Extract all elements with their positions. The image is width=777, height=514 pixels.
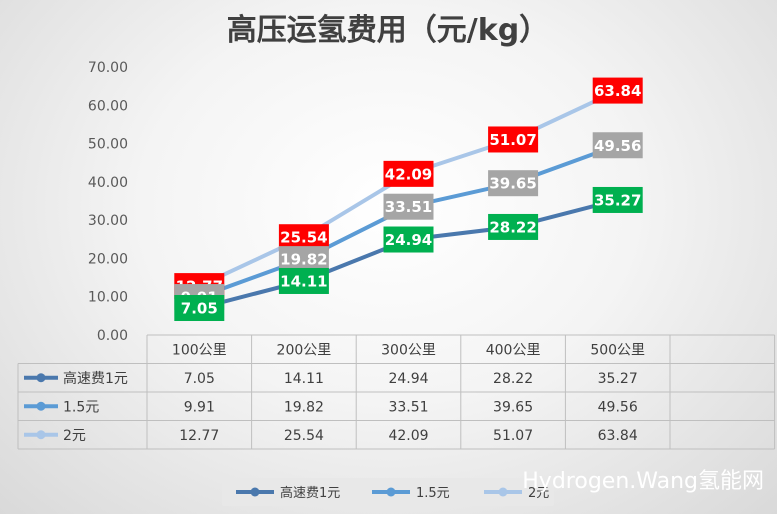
y-axis: 0.00 10.00 20.00 30.00 40.00 50.00 60.00 70.00 [88,60,128,344]
data-labels: 12.7725.5442.0951.0763.849.9119.8233.513… [174,77,643,322]
data-label: 51.07 [489,131,536,149]
data-label: 19.82 [280,251,327,269]
row-series-name: 1.5元 [63,399,99,415]
legend-label: 1.5元 [416,486,450,501]
table-cell: 35.27 [598,371,638,387]
table-cell: 39.65 [493,399,533,415]
category-label: 300公里 [381,342,436,358]
y-tick-label: 0.00 [97,328,128,344]
data-label: 24.94 [385,231,432,249]
data-label-box [278,224,329,251]
legend-label: 高速费1元 [280,485,340,501]
data-label-box [592,77,643,104]
table-cell: 42.09 [388,428,428,444]
data-label: 33.51 [385,198,432,216]
legend-marker [250,487,260,497]
table-cell: 63.84 [598,428,638,444]
y-tick-label: 30.00 [88,213,128,229]
table-cell: 28.22 [493,371,533,387]
row-series-name: 2元 [63,428,86,444]
category-label: 200公里 [277,342,332,358]
data-label-box [592,132,643,159]
data-label-box [278,267,329,294]
y-tick-label: 40.00 [88,175,128,191]
table-cell: 33.51 [388,399,428,415]
data-label-box [383,160,434,187]
row-legend-marker [36,373,46,383]
data-label: 14.11 [280,272,327,290]
data-label: 35.27 [594,191,641,209]
data-label: 39.65 [489,175,536,193]
legend-marker [386,487,396,497]
table-cell: 12.77 [179,428,219,444]
data-label-box [488,213,539,240]
data-label: 28.22 [489,218,536,236]
data-label-box [488,170,539,197]
y-tick-label: 20.00 [88,251,128,267]
category-label: 400公里 [486,342,541,358]
legend-label: 2元 [528,486,549,501]
watermark: Hydrogen.Wang氢能网 [522,469,764,494]
data-label-box [278,246,329,273]
data-label-box [592,186,643,213]
data-label-box [488,126,539,153]
data-label-box [383,226,434,253]
legend: 高速费1元 1.5元 2元 [222,478,554,506]
table-cell: 51.07 [493,428,533,444]
data-label-box [174,295,225,322]
data-label: 49.56 [594,137,641,155]
data-label: 42.09 [385,165,432,183]
category-label: 100公里 [172,342,227,358]
y-tick-label: 70.00 [88,60,128,76]
y-tick-label: 50.00 [88,137,128,153]
row-legend-marker [36,401,46,411]
table-cell: 25.54 [284,428,324,444]
table-cell: 19.82 [284,399,324,415]
category-label: 500公里 [590,342,645,358]
table-cell: 7.05 [184,371,215,387]
chart-title: 高压运氢费用（元/kg） [227,13,549,48]
table-cell: 14.11 [284,371,324,387]
table-cell: 9.91 [184,399,215,415]
table-cell: 24.94 [388,371,428,387]
data-label: 7.05 [181,300,218,318]
data-label: 63.84 [594,82,641,100]
y-tick-label: 60.00 [88,98,128,114]
data-label: 25.54 [280,229,327,247]
row-legend-marker [36,430,46,440]
data-label-box [383,193,434,220]
table-cell: 49.56 [598,399,638,415]
legend-marker [498,487,508,497]
y-tick-label: 10.00 [88,290,128,306]
row-series-name: 高速费1元 [63,370,128,387]
series-line [197,88,620,289]
